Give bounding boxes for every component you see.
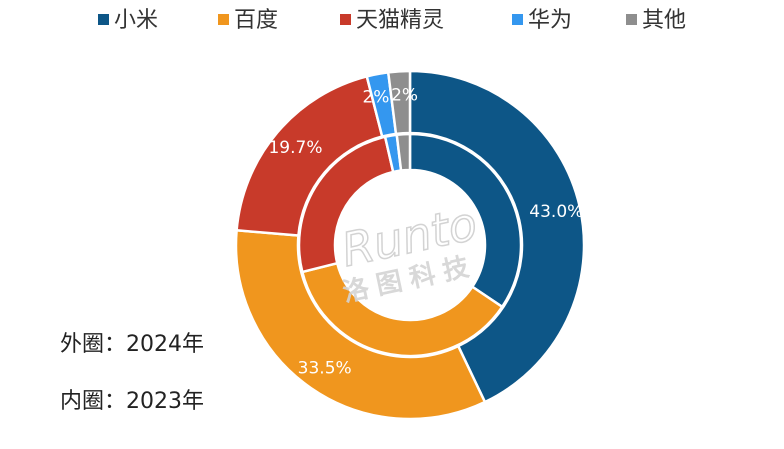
legend-label: 百度 (234, 8, 278, 33)
annotation: 外圈：2024年 (60, 332, 204, 357)
donut-segment (408, 132, 523, 309)
donut-segment (395, 132, 412, 172)
data-label: 19.7% (268, 138, 322, 158)
annotation: 内圈：2023年 (60, 389, 204, 414)
legend-swatch (626, 14, 637, 25)
legend-label: 其他 (642, 8, 686, 33)
donut-segment (300, 261, 504, 358)
legend-swatch (218, 14, 229, 25)
data-label: 2% (362, 88, 389, 108)
data-label: 43.0% (529, 202, 583, 222)
legend-swatch (98, 14, 109, 25)
legend-swatch (340, 14, 351, 25)
legend-label: 天猫精灵 (356, 8, 444, 33)
legend-swatch (512, 14, 523, 25)
legend-label: 小米 (114, 8, 158, 33)
data-label: 33.5% (298, 358, 352, 378)
legend-label: 华为 (528, 8, 572, 33)
data-label: 2% (391, 85, 418, 105)
